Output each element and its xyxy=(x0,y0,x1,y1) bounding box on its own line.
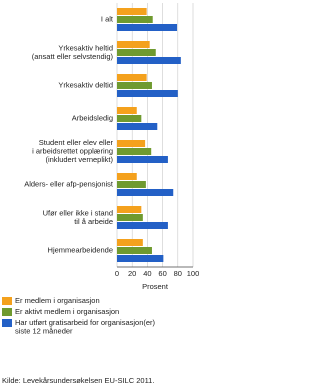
legend-label: Er aktivt medlem i organisasjon xyxy=(15,307,119,316)
bar xyxy=(117,148,152,155)
y-tick-label: Hjemmearbeidende xyxy=(48,245,113,254)
legend-label: Har utført gratisarbeid for organisasjon… xyxy=(15,318,156,336)
legend-swatch xyxy=(2,308,12,316)
bar xyxy=(117,181,146,188)
bar xyxy=(117,115,142,122)
bar xyxy=(117,206,142,213)
bar xyxy=(117,41,150,48)
x-axis-label: Prosent xyxy=(142,282,169,291)
bar xyxy=(117,173,137,180)
bar xyxy=(117,123,158,130)
legend-swatch xyxy=(2,297,12,305)
y-tick-label: Alders- eller afp-pensjonist xyxy=(24,179,114,188)
bar xyxy=(117,90,178,97)
bar xyxy=(117,49,156,56)
bar xyxy=(117,107,137,114)
y-tick-label: Yrkesaktiv deltid xyxy=(58,80,113,89)
x-tick-label: 20 xyxy=(128,269,136,278)
bar xyxy=(117,82,152,89)
bar xyxy=(117,74,147,81)
chart: Kilde: Levekårsundersøkelsen EU-SILC 201… xyxy=(2,3,200,385)
bar xyxy=(117,255,164,262)
y-tick-label: Arbeidsledig xyxy=(72,113,113,122)
bar xyxy=(117,222,168,229)
y-tick-label: Ufør eller ikke i stand til å arbeide xyxy=(43,208,113,226)
legend-label: Er medlem i organisasjon xyxy=(15,296,100,305)
y-tick-label: Student eller elev eller i arbeidsrettet … xyxy=(32,138,113,164)
bar xyxy=(117,247,152,254)
x-tick-label: 100 xyxy=(187,269,200,278)
bar xyxy=(117,214,143,221)
x-tick-label: 40 xyxy=(143,269,151,278)
legend-swatch xyxy=(2,319,12,327)
bar xyxy=(117,16,153,23)
bar xyxy=(117,156,168,163)
bar xyxy=(117,8,147,15)
y-tick-label: I alt xyxy=(101,14,114,23)
x-tick-label: 0 xyxy=(115,269,119,278)
bar xyxy=(117,140,146,147)
bar xyxy=(117,239,143,246)
x-tick-label: 60 xyxy=(158,269,166,278)
bar xyxy=(117,57,181,64)
bar xyxy=(117,189,174,196)
y-tick-label: Yrkesaktiv heltid (ansatt eller selvstend… xyxy=(32,43,114,61)
source: Kilde: Levekårsundersøkelsen EU-SILC 201… xyxy=(2,376,154,385)
bar xyxy=(117,24,178,31)
x-tick-label: 80 xyxy=(174,269,182,278)
